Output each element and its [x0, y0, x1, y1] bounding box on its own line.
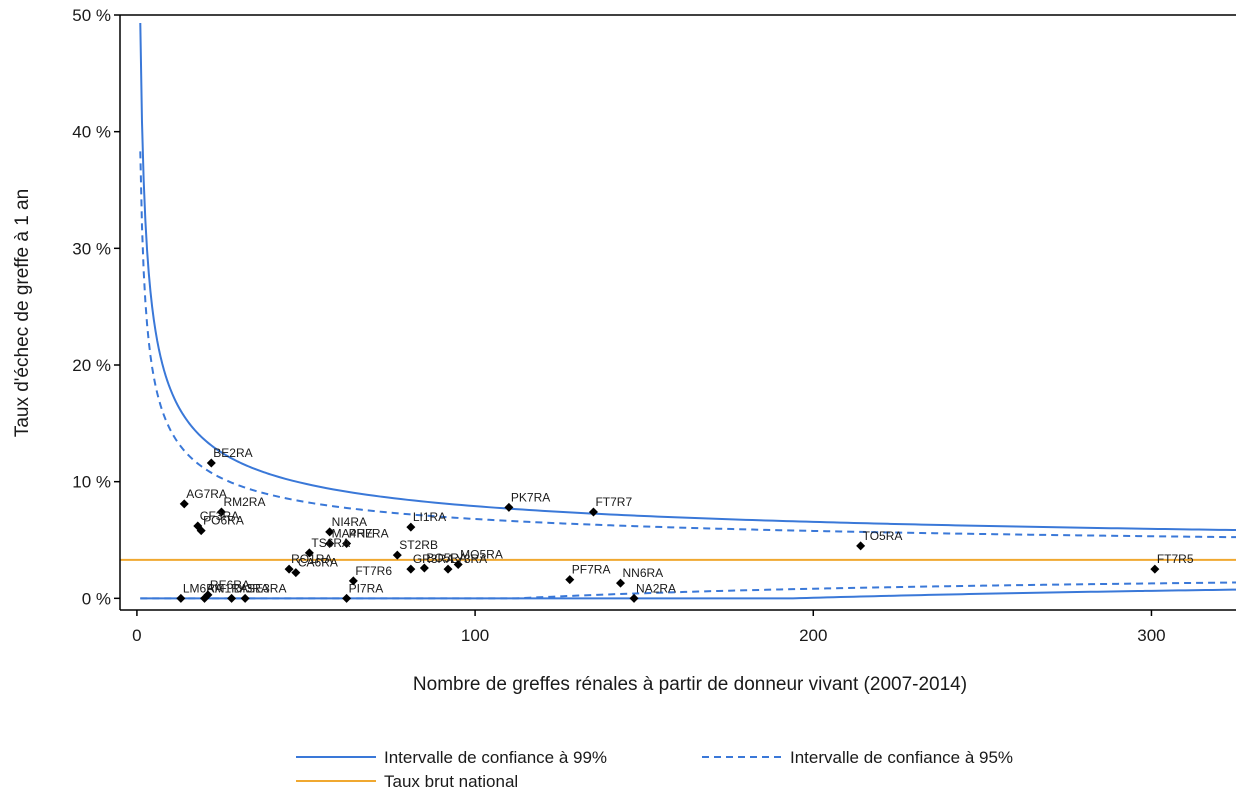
- data-point-ts6ra: [304, 548, 314, 558]
- data-label-ly3ra: LY3RA: [450, 552, 487, 566]
- data-point-ni4ra: [325, 527, 335, 537]
- data-point-di3ra: [227, 593, 237, 603]
- data-label-ro1ra: RO1RA: [291, 552, 332, 566]
- x-tick-label: 200: [799, 626, 827, 645]
- data-label-ts6ra: TS6RA: [311, 536, 350, 550]
- x-tick-label: 300: [1137, 626, 1165, 645]
- data-label-li1ra: LI1RA: [413, 510, 446, 524]
- ci99-lower-line: [140, 588, 1236, 600]
- data-label-di3ra: DI3RA: [234, 581, 269, 595]
- data-point-ro1ra: [284, 564, 294, 574]
- data-point-se3ra: [240, 593, 250, 603]
- data-label-ft7r6: FT7R6: [355, 564, 392, 578]
- ci99-upper-line: [139, 22, 1236, 532]
- data-point-ca6ra: [291, 568, 301, 578]
- legend: Intervalle de confiance à 99% Intervalle…: [296, 748, 1013, 791]
- data-point-li1ra: [406, 522, 416, 532]
- x-tick-label: 100: [461, 626, 489, 645]
- data-point-be2ra: [206, 458, 216, 468]
- data-label-nn6ra: NN6RA: [623, 566, 664, 580]
- data-point-pf7ra: [565, 575, 575, 585]
- data-point-ly3ra: [443, 564, 453, 574]
- data-label-ph7ra: PH7RA: [349, 527, 389, 541]
- data-label-re6ra: RE6RA: [210, 578, 250, 592]
- axes: 0 % 10 % 20 % 30 % 40 % 50 % 0 100 200 300: [72, 6, 1236, 645]
- y-tick-label: 20 %: [72, 356, 111, 375]
- data-point-bo5ra: [419, 563, 429, 573]
- data-point-mo5ra: [453, 560, 463, 569]
- data-point-rm2ra: [216, 507, 226, 517]
- data-point-ag7ra: [179, 499, 189, 509]
- data-label-se3ra: SE3RA: [247, 581, 286, 595]
- data-point-to5ra: [856, 541, 866, 551]
- data-point-ft7r5: [1150, 564, 1160, 574]
- data-point-ft7r6: [348, 576, 358, 586]
- legend-national-label: Taux brut national: [384, 772, 518, 791]
- data-point-ph7ra: [342, 539, 352, 548]
- data-label-be2ra: BE2RA: [213, 446, 252, 460]
- ci95-lower-line: [140, 581, 1236, 600]
- legend-ci99-label: Intervalle de confiance à 99%: [384, 748, 607, 767]
- data-label-ca6ra: CA6RA: [298, 556, 338, 570]
- data-label-mo5ra: MO5RA: [460, 548, 503, 562]
- data-point-ma4re: [325, 539, 335, 548]
- data-point-nn6ra: [616, 578, 626, 588]
- y-tick-label: 30 %: [72, 239, 111, 258]
- data-label-ni4ra: NI4RA: [332, 515, 367, 529]
- data-label-ft7r5: FT7R5: [1157, 552, 1194, 566]
- data-point-gr3ra: [406, 564, 416, 574]
- data-point-na2ra: [629, 593, 639, 603]
- legend-ci95-label: Intervalle de confiance à 95%: [790, 748, 1013, 767]
- x-tick-label: 0: [132, 626, 141, 645]
- data-label-po6ra: PO6RA: [203, 514, 244, 528]
- data-point-pk7ra: [504, 502, 514, 512]
- data-point-ft7r7: [588, 507, 598, 517]
- data-label-cf3ra: CF3RA: [200, 509, 239, 523]
- y-axis-title: Taux d'échec de greffe à 1 an: [12, 189, 33, 437]
- data-label-ag7ra: AG7RA: [186, 487, 227, 501]
- data-label-gr3ra: GR3RA: [413, 552, 454, 566]
- data-point-po6ra: [196, 526, 206, 536]
- data-point-re6ra: [203, 590, 213, 600]
- plot-clip-group: [120, 22, 1236, 600]
- data-label-st2rb: ST2RB: [399, 538, 438, 552]
- y-tick-label: 10 %: [72, 473, 111, 492]
- data-label-rm2ra: RM2RA: [223, 495, 265, 509]
- data-label-pi7ra: PI7RA: [349, 581, 384, 595]
- data-label-pf7ra: PF7RA: [572, 563, 611, 577]
- y-tick-label: 0 %: [82, 589, 111, 608]
- data-label-lm6ra: LM6RA: [183, 581, 223, 595]
- data-point-st2rb: [392, 550, 402, 560]
- y-tick-label: 50 %: [72, 6, 111, 25]
- x-axis-title: Nombre de greffes rénales à partir de do…: [413, 674, 967, 695]
- data-label-pk7ra: PK7RA: [511, 490, 550, 504]
- data-label-na2ra: NA2RA: [636, 581, 676, 595]
- data-point-lm6ra: [176, 593, 186, 603]
- data-label-ft7r7: FT7R7: [595, 495, 632, 509]
- ci95-upper-line: [139, 151, 1236, 539]
- data-label-to5ra: TO5RA: [863, 529, 903, 543]
- data-label-ma4re: MA4RE: [332, 527, 373, 541]
- data-label-am1ra: AM1RA: [207, 581, 248, 595]
- y-tick-label: 40 %: [72, 123, 111, 142]
- axis-labels: Nombre de greffes rénales à partir de do…: [12, 189, 967, 695]
- data-point-pi7ra: [342, 593, 352, 603]
